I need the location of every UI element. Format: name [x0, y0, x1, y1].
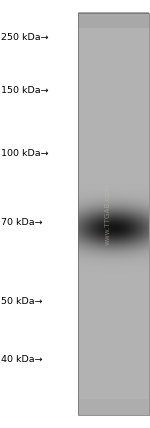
Text: 50 kDa→: 50 kDa→ [1, 297, 42, 306]
Text: 100 kDa→: 100 kDa→ [1, 149, 48, 158]
Bar [78, 13, 148, 415]
Text: 150 kDa→: 150 kDa→ [1, 86, 48, 95]
Text: 40 kDa→: 40 kDa→ [1, 355, 42, 364]
Text: 70 kDa→: 70 kDa→ [1, 218, 42, 227]
Text: 250 kDa→: 250 kDa→ [1, 33, 48, 42]
Text: www.TTGAB.com: www.TTGAB.com [105, 184, 111, 244]
